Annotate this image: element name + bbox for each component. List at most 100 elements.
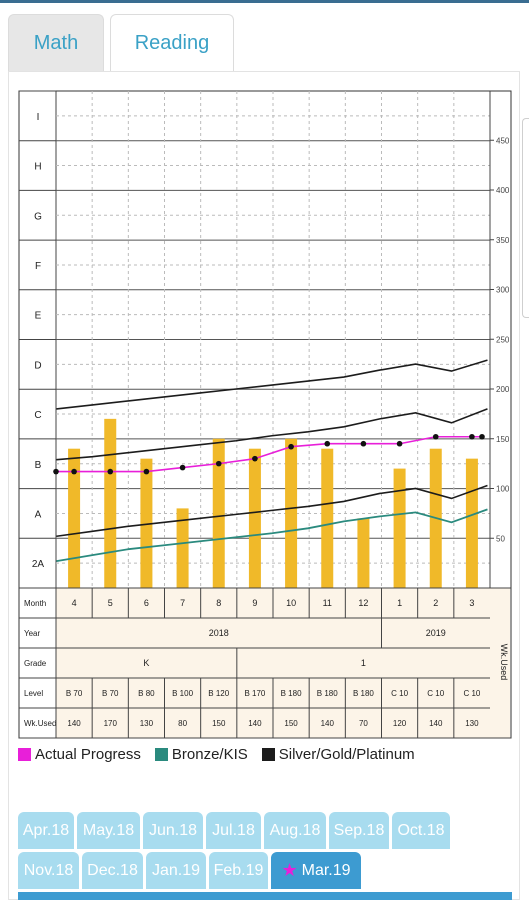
level-label: 2A xyxy=(32,559,45,570)
y-tick-label: 250 xyxy=(496,335,510,344)
actual-progress-point xyxy=(53,468,59,475)
table-level: B 100 xyxy=(172,689,193,698)
table-month: 2 xyxy=(433,598,438,608)
table-year: 2019 xyxy=(426,628,446,638)
y-tick-label: 450 xyxy=(496,136,510,145)
actual-progress-point xyxy=(288,443,294,450)
month-tab-mar19-label: Mar.19 xyxy=(301,861,351,879)
y-tick-label: 150 xyxy=(496,435,510,444)
month-tab-apr18[interactable]: Apr.18 xyxy=(18,812,74,849)
table-level: B 180 xyxy=(353,689,374,698)
table-wk-used: 130 xyxy=(140,719,154,728)
month-row-1: Apr.18 May.18 Jun.18 Jul.18 Aug.18 Sep.1… xyxy=(18,812,514,849)
level-label: C xyxy=(34,410,41,421)
table-month: 12 xyxy=(358,598,368,608)
table-row-label: Year xyxy=(24,629,41,638)
silver-upper-line xyxy=(56,359,488,410)
month-tab-feb19[interactable]: Feb.19 xyxy=(209,852,268,889)
table-level: B 170 xyxy=(244,689,265,698)
month-tab-may18[interactable]: May.18 xyxy=(77,812,140,849)
legend-swatch-bronze xyxy=(154,748,168,761)
table-level: B 180 xyxy=(281,689,302,698)
tab-reading[interactable]: Reading xyxy=(110,14,234,72)
month-tab-nov18[interactable]: Nov.18 xyxy=(18,852,79,889)
table-month: 8 xyxy=(216,598,221,608)
level-label: E xyxy=(35,311,42,322)
legend-swatch-silver xyxy=(261,748,275,761)
actual-progress-point xyxy=(432,433,439,440)
table-month: 1 xyxy=(397,598,402,608)
actual-progress-point xyxy=(143,468,150,475)
wk-used-axis-label: Wk.Used xyxy=(499,644,509,681)
table-level: C 10 xyxy=(391,689,408,698)
y-tick-label: 300 xyxy=(496,286,510,295)
level-label: D xyxy=(34,360,41,371)
month-tab-jul18[interactable]: Jul.18 xyxy=(206,812,261,849)
actual-progress-line xyxy=(56,435,482,473)
table-level: C 10 xyxy=(427,689,444,698)
table-wk-used: 140 xyxy=(321,719,335,728)
bar xyxy=(68,448,81,588)
table-row-label: Month xyxy=(24,599,46,608)
actual-progress-point xyxy=(71,468,77,475)
table-wk-used: 140 xyxy=(67,719,81,728)
month-tab-dec18[interactable]: Dec.18 xyxy=(82,852,143,889)
actual-progress-point xyxy=(479,433,485,440)
table-row-label: Level xyxy=(24,689,43,698)
level-label: A xyxy=(35,509,42,520)
scroll-indicator[interactable] xyxy=(522,118,529,318)
month-tab-aug18[interactable]: Aug.18 xyxy=(264,812,326,849)
legend-item-actual: Actual Progress xyxy=(18,746,141,763)
month-tab-mar19[interactable]: ★ Mar.19 xyxy=(271,852,361,889)
table-level: B 120 xyxy=(208,689,229,698)
y-tick-label: 400 xyxy=(496,186,510,195)
table-month: 11 xyxy=(323,598,332,608)
bar xyxy=(176,508,189,588)
legend-swatch-actual xyxy=(18,748,31,761)
table-month: 3 xyxy=(469,598,474,608)
level-label: I xyxy=(37,112,40,123)
month-tab-oct18[interactable]: Oct.18 xyxy=(392,812,450,849)
legend-label-silver: Silver/Gold/Platinum xyxy=(278,746,415,763)
legend-label-actual: Actual Progress xyxy=(35,746,141,763)
table-month: 4 xyxy=(72,598,77,608)
table-level: C 10 xyxy=(463,689,480,698)
silver-middle-line xyxy=(56,408,488,461)
table-level: B 180 xyxy=(317,689,338,698)
level-label: F xyxy=(35,261,41,272)
actual-progress-point xyxy=(252,455,258,462)
bar xyxy=(321,448,334,588)
table-month: 5 xyxy=(108,598,113,608)
tab-math[interactable]: Math xyxy=(8,14,104,72)
y-tick-label: 350 xyxy=(496,236,510,245)
table-level: B 80 xyxy=(138,689,155,698)
table-wk-used: 150 xyxy=(212,719,226,728)
month-panel-bar xyxy=(18,892,512,900)
top-accent-line xyxy=(0,0,529,3)
table-wk-used: 170 xyxy=(104,719,118,728)
table-row-label: Wk.Used xyxy=(24,719,56,728)
table-grade: K xyxy=(143,658,149,668)
y-tick-label: 200 xyxy=(496,385,510,394)
table-grade: 1 xyxy=(361,658,366,668)
table-level: B 70 xyxy=(66,689,83,698)
month-tab-jan19[interactable]: Jan.19 xyxy=(146,852,206,889)
y-tick-label: 100 xyxy=(496,485,510,494)
bar xyxy=(104,418,117,588)
level-label: B xyxy=(35,460,42,471)
month-tab-sep18[interactable]: Sep.18 xyxy=(329,812,389,849)
bar xyxy=(465,458,478,588)
legend-label-bronze: Bronze/KIS xyxy=(171,746,248,763)
actual-progress-point xyxy=(360,440,367,447)
actual-progress-point xyxy=(469,433,475,440)
table-month: 9 xyxy=(252,598,257,608)
table-level: B 70 xyxy=(102,689,119,698)
level-label: G xyxy=(34,211,42,222)
progress-chart: I H G F E D C B A 2A 50 100 150 200 250 300 350 400 450 Mon… xyxy=(18,90,512,739)
table-right-background xyxy=(490,588,510,738)
table-month: 10 xyxy=(286,598,296,608)
subject-tabs: Math Reading xyxy=(8,14,234,72)
bar xyxy=(212,438,225,588)
month-tab-jun18[interactable]: Jun.18 xyxy=(143,812,203,849)
level-label: H xyxy=(34,162,41,173)
